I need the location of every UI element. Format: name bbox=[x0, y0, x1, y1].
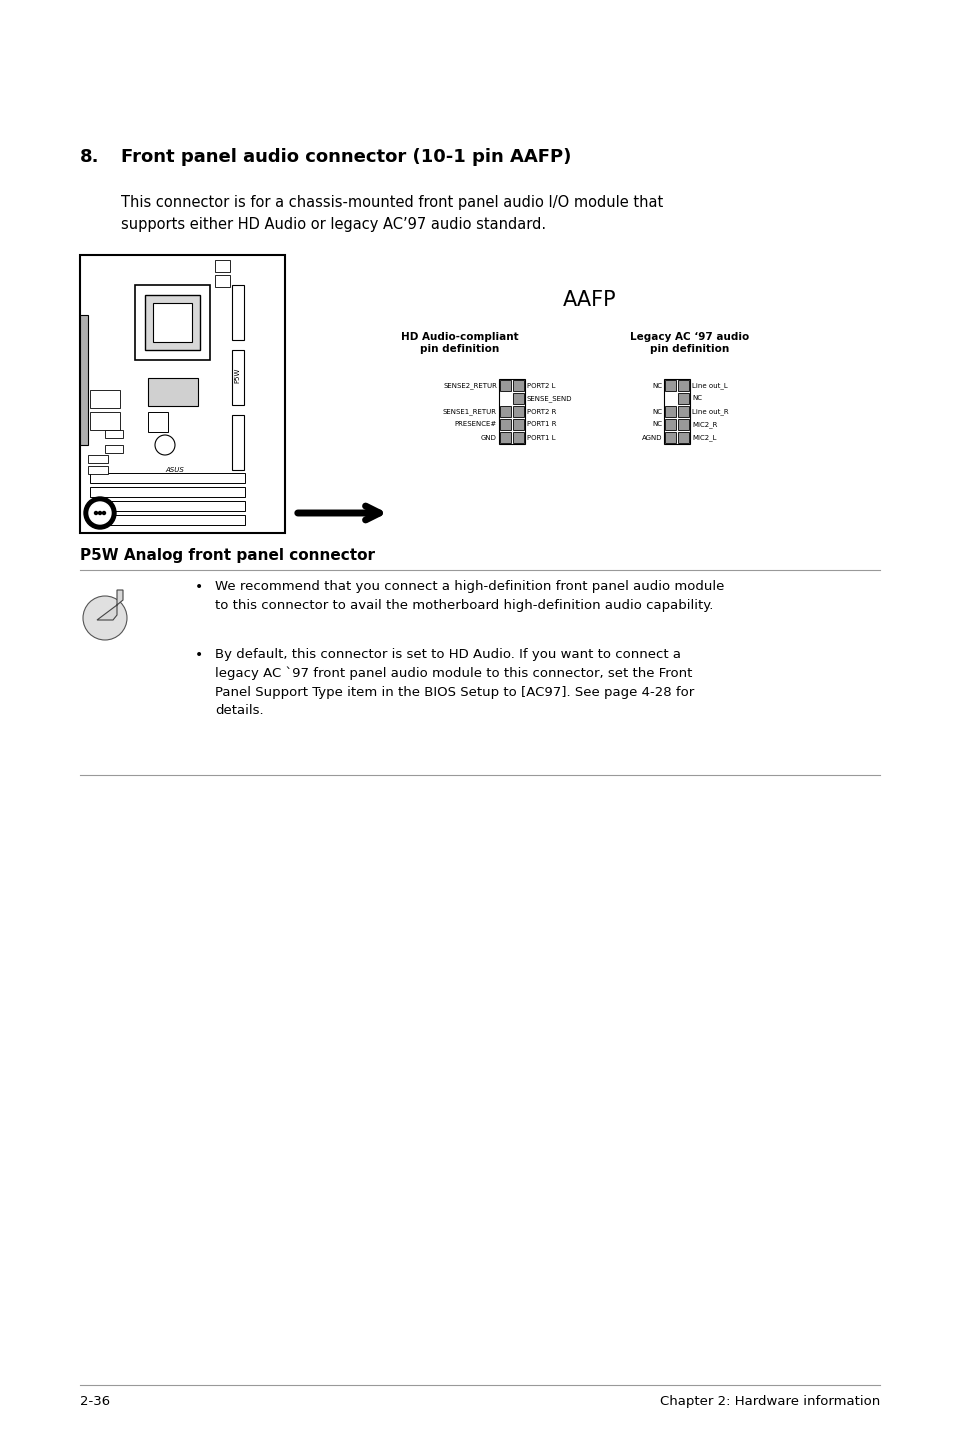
Text: GND: GND bbox=[480, 434, 497, 440]
Text: P5W Analog front panel connector: P5W Analog front panel connector bbox=[80, 548, 375, 564]
Bar bbox=[214, 260, 230, 272]
Text: MIC2_R: MIC2_R bbox=[691, 421, 717, 429]
Bar bbox=[214, 275, 230, 288]
Bar bbox=[80, 315, 88, 444]
Text: HD Audio-compliant
pin definition: HD Audio-compliant pin definition bbox=[401, 332, 518, 354]
Bar bbox=[90, 390, 120, 408]
Circle shape bbox=[83, 595, 127, 640]
Bar bbox=[499, 431, 511, 443]
Text: •: • bbox=[194, 580, 203, 594]
Bar bbox=[152, 303, 192, 342]
Bar bbox=[90, 413, 120, 430]
Text: PORT1 L: PORT1 L bbox=[526, 434, 555, 440]
Circle shape bbox=[102, 512, 106, 515]
Circle shape bbox=[89, 502, 111, 523]
Bar bbox=[664, 380, 676, 391]
Text: NC: NC bbox=[651, 421, 661, 427]
Bar bbox=[88, 466, 108, 475]
Bar bbox=[513, 406, 523, 417]
Circle shape bbox=[98, 512, 101, 515]
Bar bbox=[232, 416, 244, 470]
Bar bbox=[90, 515, 245, 525]
Bar bbox=[499, 418, 511, 430]
Text: •: • bbox=[194, 649, 203, 661]
Bar bbox=[678, 431, 688, 443]
Text: SENSE1_RETUR: SENSE1_RETUR bbox=[442, 408, 497, 416]
Bar bbox=[90, 473, 245, 483]
Bar bbox=[135, 285, 210, 360]
Text: MIC2_L: MIC2_L bbox=[691, 434, 716, 441]
Bar bbox=[90, 500, 245, 510]
Text: We recommend that you connect a high-definition front panel audio module
to this: We recommend that you connect a high-def… bbox=[214, 580, 723, 611]
FancyArrowPatch shape bbox=[297, 506, 379, 521]
Bar bbox=[513, 393, 523, 404]
Text: NC: NC bbox=[651, 408, 661, 414]
Bar bbox=[105, 430, 123, 439]
Text: NC: NC bbox=[651, 383, 661, 388]
Bar bbox=[105, 444, 123, 453]
Bar bbox=[513, 418, 523, 430]
Text: AAFP: AAFP bbox=[562, 290, 617, 311]
Bar bbox=[664, 418, 676, 430]
Text: ASUS: ASUS bbox=[166, 467, 184, 473]
Bar bbox=[513, 431, 523, 443]
Bar bbox=[663, 380, 689, 444]
Bar bbox=[90, 487, 245, 498]
Text: 2-36: 2-36 bbox=[80, 1395, 110, 1408]
Bar bbox=[664, 406, 676, 417]
Text: Line out_R: Line out_R bbox=[691, 408, 728, 416]
Bar bbox=[88, 454, 108, 463]
Bar bbox=[148, 413, 168, 431]
Text: PORT2 L: PORT2 L bbox=[526, 383, 555, 388]
Bar bbox=[148, 378, 198, 406]
Text: SENSE_SEND: SENSE_SEND bbox=[526, 395, 572, 401]
Text: SENSE2_RETUR: SENSE2_RETUR bbox=[442, 383, 497, 388]
Text: Chapter 2: Hardware information: Chapter 2: Hardware information bbox=[659, 1395, 879, 1408]
Text: PORT1 R: PORT1 R bbox=[526, 421, 556, 427]
Circle shape bbox=[154, 436, 174, 454]
Bar bbox=[678, 380, 688, 391]
Bar bbox=[678, 393, 688, 404]
Bar bbox=[145, 295, 200, 349]
Bar bbox=[664, 431, 676, 443]
Bar bbox=[80, 255, 285, 533]
Bar bbox=[678, 418, 688, 430]
Text: PORT2 R: PORT2 R bbox=[526, 408, 556, 414]
Text: PRESENCE#: PRESENCE# bbox=[455, 421, 497, 427]
Bar bbox=[513, 380, 523, 391]
Bar bbox=[498, 380, 524, 444]
Bar bbox=[678, 406, 688, 417]
Text: Front panel audio connector (10-1 pin AAFP): Front panel audio connector (10-1 pin AA… bbox=[121, 148, 571, 165]
Circle shape bbox=[94, 512, 97, 515]
Text: 8.: 8. bbox=[80, 148, 99, 165]
Text: AGND: AGND bbox=[640, 434, 661, 440]
Text: This connector is for a chassis-mounted front panel audio I/O module that
suppor: This connector is for a chassis-mounted … bbox=[121, 196, 662, 232]
Bar bbox=[499, 406, 511, 417]
Text: P5W: P5W bbox=[233, 367, 240, 383]
Polygon shape bbox=[97, 590, 123, 620]
Text: NC: NC bbox=[691, 395, 701, 401]
Circle shape bbox=[84, 498, 116, 529]
Text: By default, this connector is set to HD Audio. If you want to connect a
legacy A: By default, this connector is set to HD … bbox=[214, 649, 694, 718]
Text: Line out_L: Line out_L bbox=[691, 383, 727, 388]
Text: Legacy AC ‘97 audio
pin definition: Legacy AC ‘97 audio pin definition bbox=[630, 332, 749, 354]
Bar bbox=[499, 380, 511, 391]
Bar bbox=[232, 285, 244, 339]
Bar bbox=[232, 349, 244, 406]
